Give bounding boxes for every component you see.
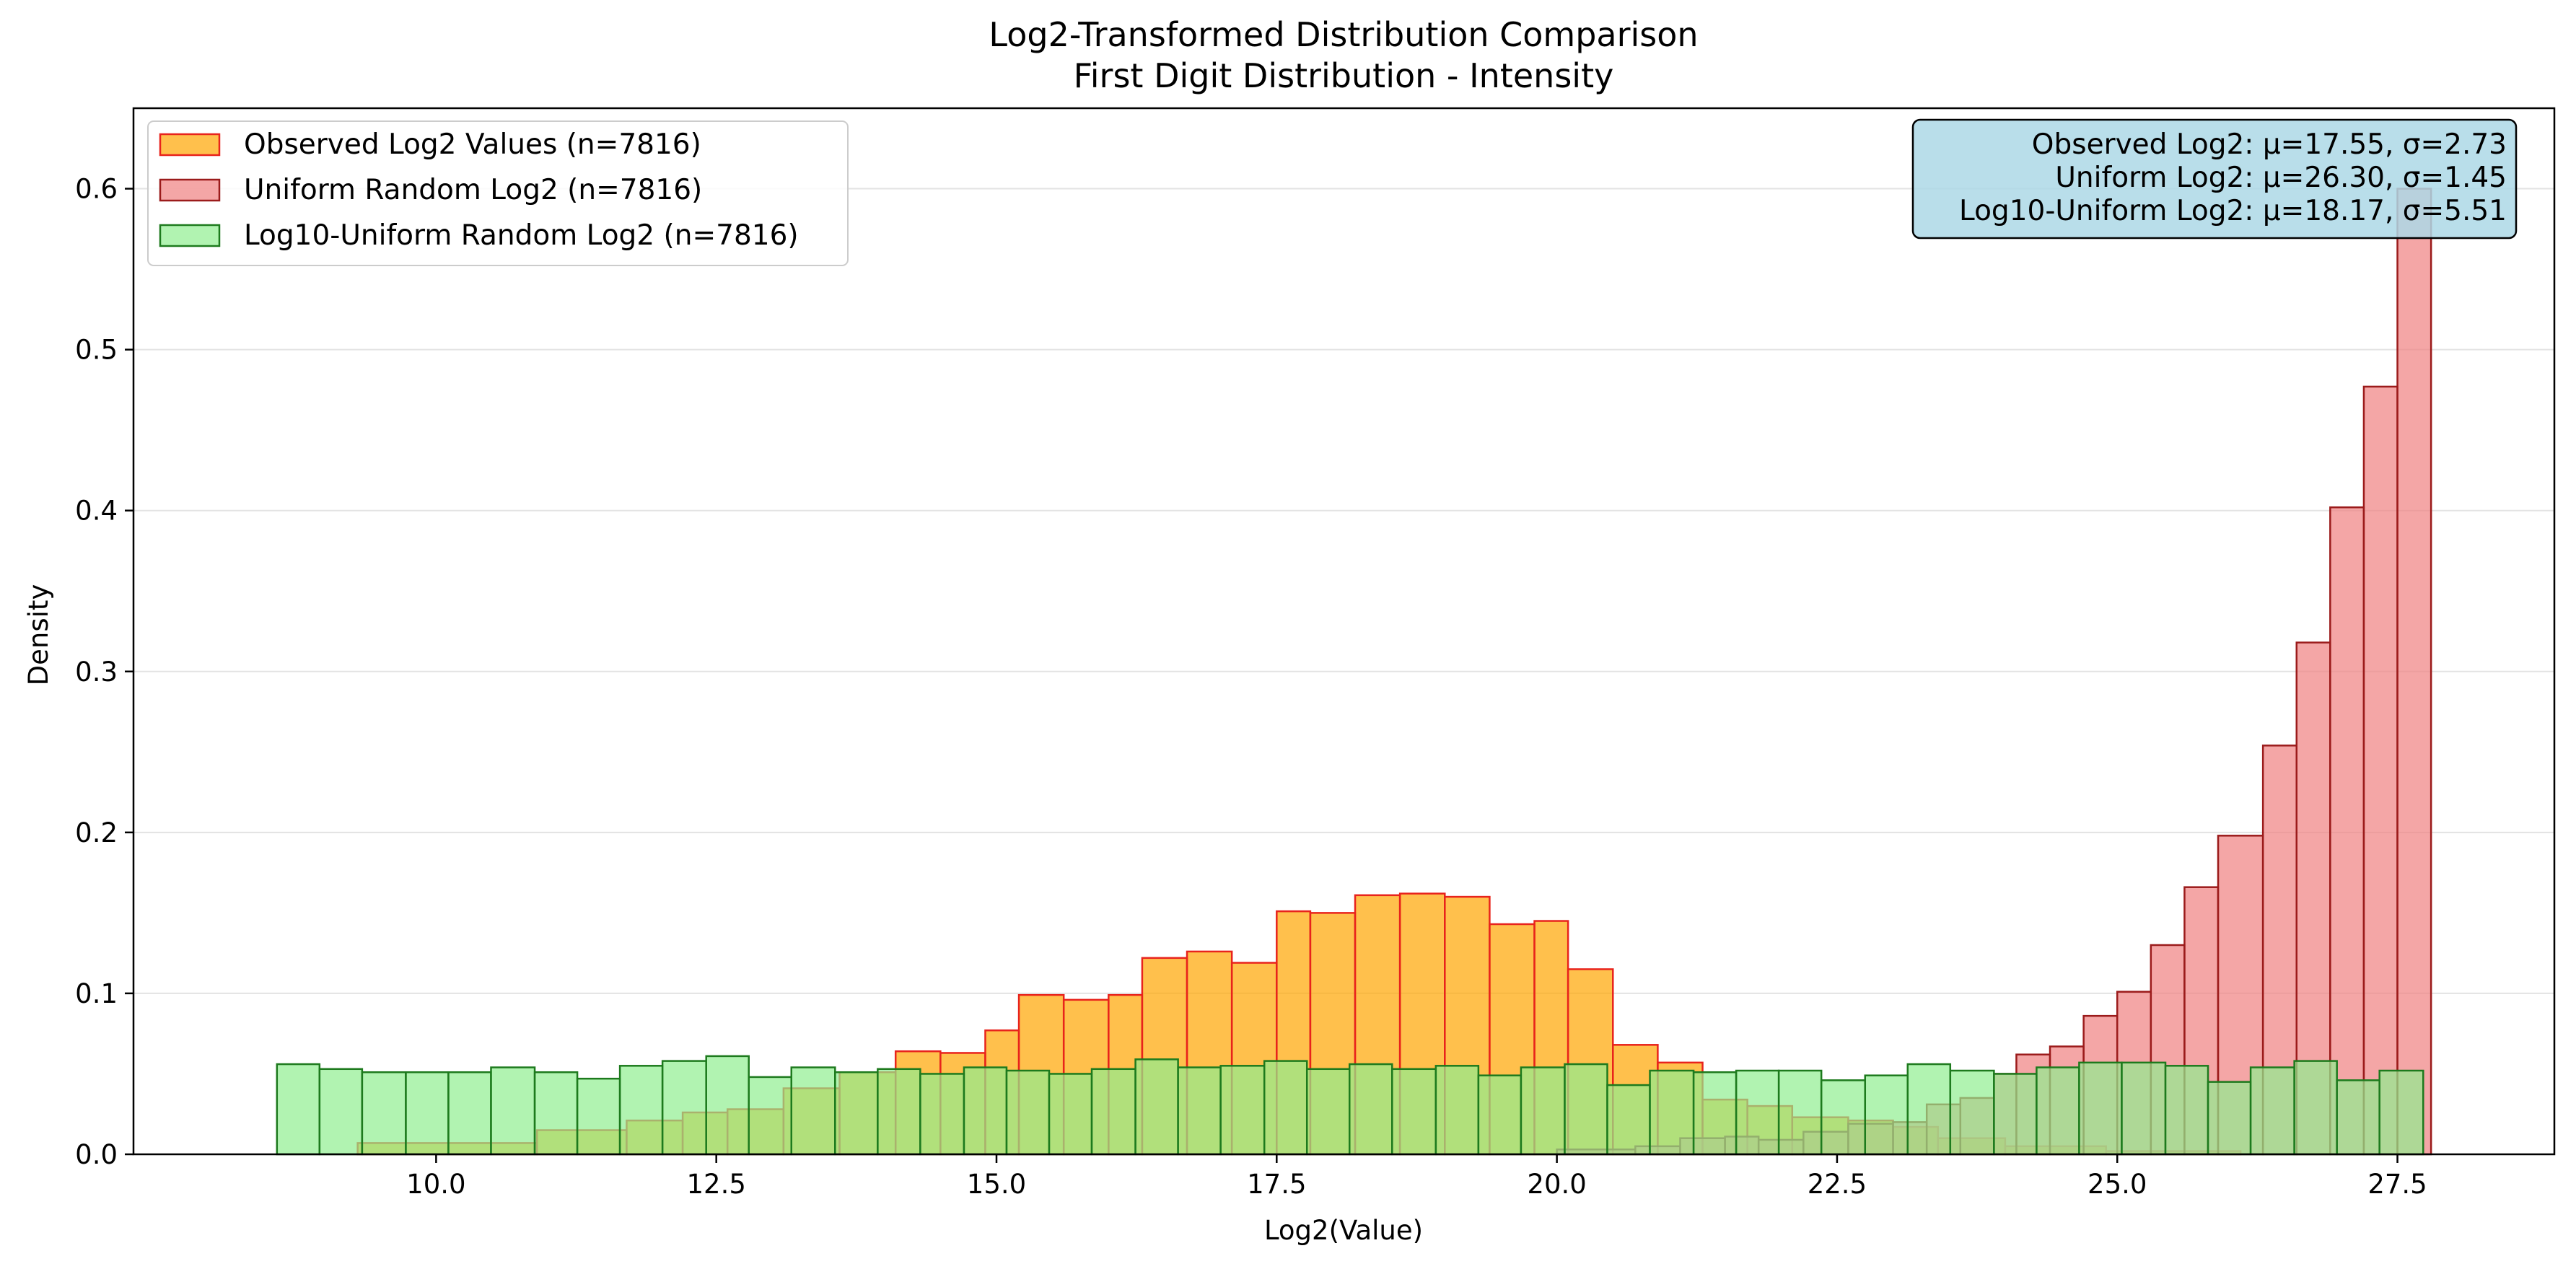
y-axis-label: Density [23,584,54,686]
x-tick-label-1: 12.5 [686,1169,745,1200]
bar-s2-9 [661,1060,707,1156]
legend: Observed Log2 Values (n=7816) Uniform Ran… [147,120,849,266]
bar-s2-16 [963,1066,1008,1156]
bar-s2-28 [1477,1074,1523,1156]
axes [132,107,2556,1156]
gridlines [133,188,2554,994]
y-tick-label-1: 0.1 [75,978,118,1009]
bar-s2-29 [1520,1066,1566,1156]
tick-marks: 10.0 12.5 15.0 17.5 20.0 22.5 25.0 27.5 0.0 0.1 0.… [75,174,2427,1200]
x-tick-label-6: 25.0 [2087,1169,2147,1200]
bar-s2-12 [790,1066,836,1156]
legend-swatch-0 [159,133,221,157]
bar-s1-20 [2329,506,2365,1156]
histogram-bars [276,188,2432,1156]
bar-s2-23 [1263,1060,1308,1156]
bar-s2-42 [2078,1061,2123,1156]
bar-s2-3 [405,1071,450,1156]
bar-s2-5 [490,1066,536,1156]
bar-s2-25 [1349,1063,1393,1156]
y-tick-label-5: 0.5 [75,335,118,366]
bar-s2-27 [1434,1065,1480,1156]
bar-s2-30 [1564,1063,1608,1156]
bar-s2-21 [1177,1066,1222,1156]
bar-s2-45 [2207,1081,2252,1156]
bar-s2-7 [576,1077,621,1156]
bar-s2-47 [2293,1060,2338,1156]
bar-s1-21 [2362,385,2398,1156]
bar-s2-2 [361,1071,407,1156]
bar-s2-22 [1219,1065,1266,1156]
bar-s2-36 [1820,1079,1867,1156]
bar-s2-19 [1090,1068,1136,1156]
legend-swatch-1 [159,178,221,202]
bar-s2-18 [1048,1073,1093,1156]
bar-s2-31 [1606,1084,1651,1156]
x-tick-label-7: 27.5 [2367,1169,2427,1200]
legend-swatch-2 [159,224,221,247]
bar-s2-34 [1735,1069,1780,1156]
bar-s2-41 [2036,1066,2080,1156]
bar-s2-11 [748,1076,793,1156]
y-tick-label-2: 0.2 [75,817,118,848]
legend-frame [147,120,849,266]
bar-s2-39 [1949,1069,1995,1156]
bar-s2-38 [1906,1063,1952,1156]
bar-s2-46 [2249,1066,2295,1156]
bar-s2-0 [276,1063,321,1156]
x-tick-label-3: 17.5 [1247,1169,1306,1200]
bar-s2-44 [2164,1065,2209,1156]
legend-label-0: Observed Log2 Values (n=7816) [244,128,701,161]
y-tick-label-4: 0.4 [75,496,118,527]
bar-s2-13 [834,1071,879,1156]
x-tick-label-5: 22.5 [1808,1169,1867,1200]
y-tick-label-3: 0.3 [75,657,118,688]
legend-label-1: Uniform Random Log2 (n=7816) [244,174,702,206]
y-tick-label-6: 0.6 [75,174,118,205]
bar-s2-43 [2121,1061,2167,1156]
bar-s2-33 [1692,1071,1738,1156]
bar-s2-49 [2378,1069,2424,1156]
x-tick-label-2: 15.0 [967,1169,1026,1200]
bar-s2-14 [877,1068,921,1156]
bar-s2-4 [447,1071,492,1156]
x-axis-label: Log2(Value) [1264,1215,1423,1246]
bar-s2-32 [1649,1069,1695,1156]
bar-s2-17 [1005,1069,1051,1156]
chart-subtitle: First Digit Distribution - Intensity [1074,56,1614,95]
stats-line-observed: Observed Log2: μ=17.55, σ=2.73 [2032,128,2507,161]
bar-s2-40 [1993,1073,2038,1156]
bar-s2-48 [2336,1079,2380,1156]
plot-frame [132,107,2556,1156]
chart-title: Log2-Transformed Distribution Comparison [989,15,1698,54]
x-tick-label-0: 10.0 [406,1169,465,1200]
stats-box-frame [1911,118,2518,240]
x-tick-label-4: 20.0 [1527,1169,1586,1200]
bar-s2-1 [318,1068,364,1156]
bar-s2-10 [705,1055,750,1156]
bar-s2-37 [1864,1074,1909,1156]
bar-s2-26 [1391,1068,1437,1156]
series-2 [276,1055,2424,1156]
bar-s2-6 [533,1071,579,1156]
bar-s2-20 [1134,1058,1179,1156]
bar-s2-35 [1777,1069,1823,1156]
bar-s1-22 [2396,188,2432,1156]
bar-s2-15 [919,1073,965,1156]
stats-line-uniform: Uniform Log2: μ=26.30, σ=1.45 [2055,162,2507,194]
bar-s2-8 [618,1065,664,1156]
stats-box: Observed Log2: μ=17.55, σ=2.73 Uniform L… [1911,118,2518,240]
bar-s2-24 [1305,1068,1351,1156]
y-tick-label-0: 0.0 [75,1139,118,1170]
legend-label-2: Log10-Uniform Random Log2 (n=7816) [244,219,799,252]
stats-line-log10-uniform: Log10-Uniform Log2: μ=18.17, σ=5.51 [1959,195,2507,227]
